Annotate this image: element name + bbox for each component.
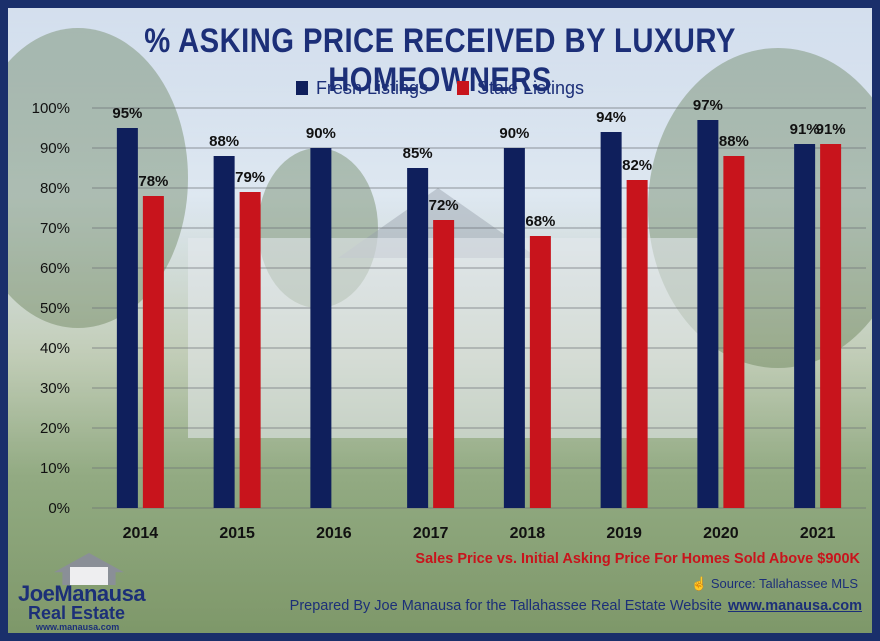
y-tick-label: 0% (48, 500, 70, 517)
hand-pointer-icon: ☝ (691, 576, 708, 591)
logo-house-window (70, 567, 108, 585)
legend-swatch-stale (457, 81, 469, 95)
bar-stale-2017 (433, 220, 455, 508)
data-label: 90% (499, 125, 529, 142)
bar-stale-2018 (529, 236, 551, 508)
y-tick-label: 80% (40, 180, 70, 197)
data-label: 97% (693, 97, 723, 114)
logo-name: JoeManausa (18, 581, 146, 606)
bar-chart: 0% 10% 20% 30% 40% 50% 60% 70% 80% 90% 100% 95% 78%… (32, 97, 866, 542)
data-label: 79% (235, 169, 265, 186)
y-tick-label: 100% (32, 100, 70, 117)
data-label: 68% (525, 213, 555, 230)
y-tick-label: 10% (40, 460, 70, 477)
data-label: 88% (209, 133, 239, 150)
chart-legend: Fresh Listings Stale Listings (8, 78, 872, 99)
bar-fresh-2021 (794, 144, 816, 508)
legend-item-fresh: Fresh Listings (295, 78, 428, 99)
x-tick-label: 2014 (123, 525, 159, 542)
bar-fresh-2016 (310, 148, 332, 508)
bar-stale-2021 (820, 144, 842, 508)
x-tick-label: 2016 (316, 525, 352, 542)
data-label: 85% (403, 145, 433, 162)
chart-title: % ASKING PRICE RECEIVED BY LUXURY HOMEOW… (144, 22, 736, 99)
legend-label-stale: Stale Listings (477, 78, 585, 98)
source-text: Source: Tallahassee MLS (710, 576, 858, 591)
bar-fresh-2015 (213, 156, 235, 508)
legend-item-stale: Stale Listings (457, 78, 584, 99)
y-tick-label: 70% (40, 220, 70, 237)
x-tick-label: 2020 (703, 525, 739, 542)
data-label: 95% (112, 105, 142, 122)
chart-frame: % ASKING PRICE RECEIVED BY LUXURY HOMEOW… (8, 8, 872, 633)
y-axis-ticks: 0% 10% 20% 30% 40% 50% 60% 70% 80% 90% 100% (32, 100, 70, 517)
chart-subtitle: Sales Price vs. Initial Asking Price For… (415, 551, 860, 567)
bar-fresh-2017 (407, 168, 429, 508)
data-label: 78% (138, 173, 168, 190)
data-label: 82% (622, 157, 652, 174)
x-tick-label: 2021 (800, 525, 836, 542)
y-tick-label: 40% (40, 340, 70, 357)
legend-label-fresh: Fresh Listings (315, 78, 428, 98)
company-logo: JoeManausa Real Estate www.manausa.com (14, 553, 164, 632)
x-tick-label: 2018 (510, 525, 546, 542)
bar-fresh-2018 (503, 148, 525, 508)
credit-link[interactable]: www.manausa.com (727, 598, 862, 614)
x-tick-label: 2015 (219, 525, 255, 542)
y-tick-label: 50% (40, 300, 70, 317)
bar-fresh-2014 (116, 128, 138, 508)
data-label: 91% (816, 121, 846, 138)
bar-fresh-2020 (697, 120, 719, 508)
logo-url: www.manausa.com (36, 622, 120, 632)
bar-stale-2020 (723, 156, 745, 508)
data-label: 91% (790, 121, 820, 138)
data-label: 94% (596, 109, 626, 126)
bar-stale-2015 (239, 192, 261, 508)
y-tick-label: 90% (40, 140, 70, 157)
y-tick-label: 30% (40, 380, 70, 397)
x-tick-label: 2017 (413, 525, 449, 542)
bar-fresh-2019 (600, 132, 622, 508)
logo-subtitle: Real Estate (28, 603, 126, 623)
x-axis-ticks: 2014 2015 2016 2017 2018 2019 2020 2021 (123, 525, 836, 542)
source-line: ☝ Source: Tallahassee MLS (691, 576, 858, 592)
data-label: 90% (306, 125, 336, 142)
credit-text: Prepared By Joe Manausa for the Tallahas… (289, 598, 722, 614)
legend-swatch-fresh (295, 81, 308, 95)
data-label: 72% (429, 197, 459, 214)
bar-stale-2014 (142, 196, 164, 508)
credit-line: Prepared By Joe Manausa for the Tallahas… (290, 598, 862, 614)
y-tick-label: 20% (40, 420, 70, 437)
bars (116, 120, 842, 508)
x-tick-label: 2019 (606, 525, 642, 542)
data-label: 88% (719, 133, 749, 150)
bar-stale-2019 (626, 180, 648, 508)
data-labels: 95% 78% 88% 79% 90% 85% 72% 90% 68% 94% 82% 97% 88% 9… (112, 97, 845, 230)
gridlines (92, 107, 866, 509)
y-tick-label: 60% (40, 260, 70, 277)
